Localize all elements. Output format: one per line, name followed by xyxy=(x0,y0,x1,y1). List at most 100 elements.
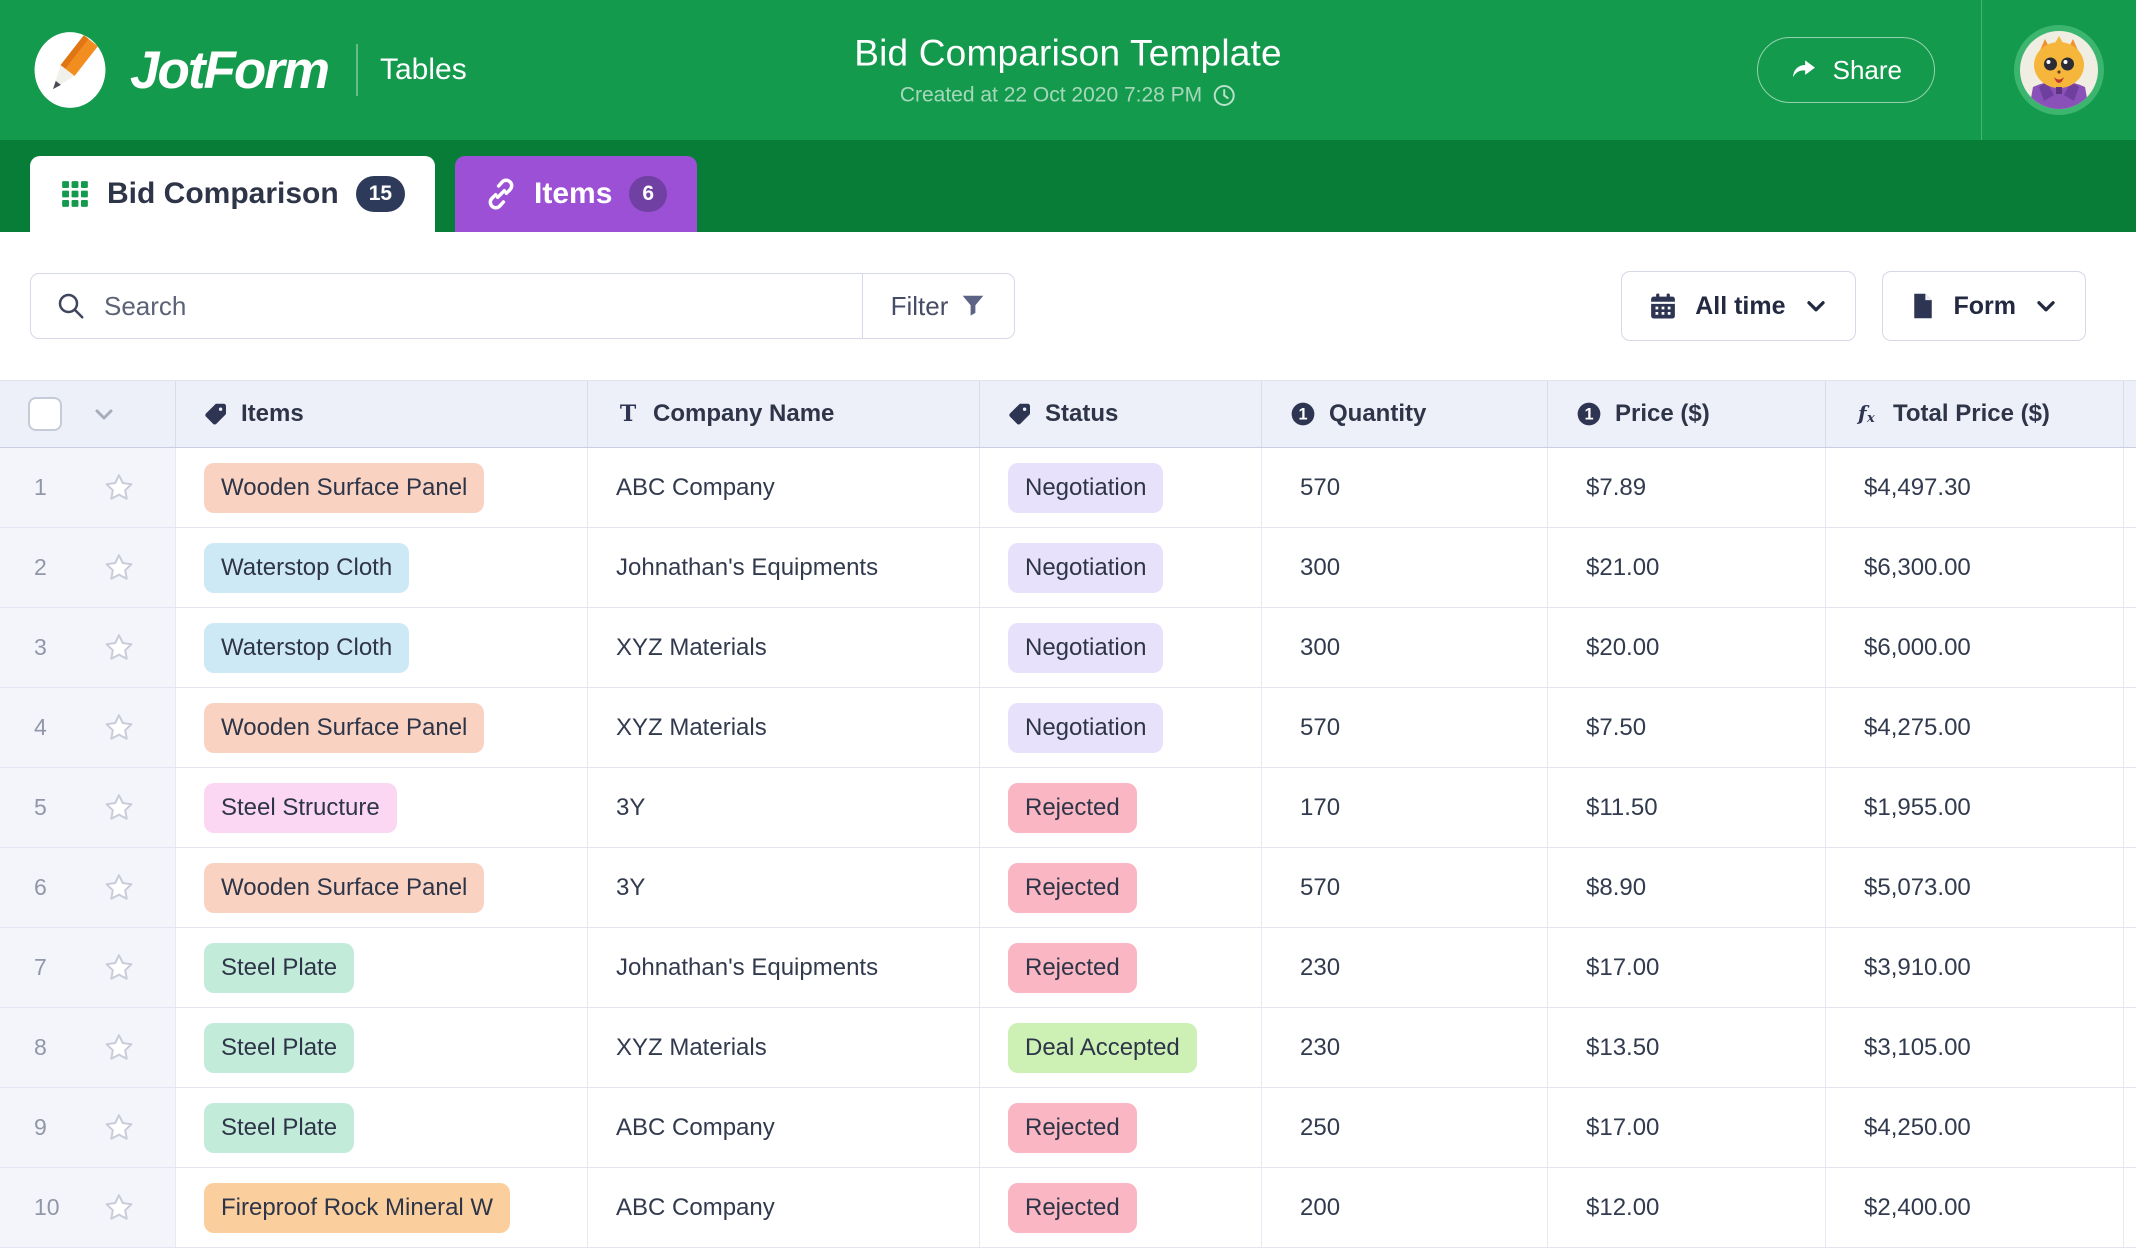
total-price-cell[interactable]: $6,000.00 xyxy=(1826,608,2124,687)
company-cell[interactable]: Johnathan's Equipments xyxy=(588,928,980,1007)
star-icon[interactable] xyxy=(102,1191,136,1225)
select-all-checkbox[interactable] xyxy=(28,397,62,431)
item-cell[interactable]: Fireproof Rock Mineral W xyxy=(176,1168,588,1247)
total-price-value: $5,073.00 xyxy=(1864,873,1971,901)
total-price-cell[interactable]: $4,275.00 xyxy=(1826,688,2124,767)
row-edge-cell xyxy=(2124,1168,2136,1247)
column-header-total-price[interactable]: f x Total Price ($) xyxy=(1826,381,2124,447)
quantity-cell[interactable]: 230 xyxy=(1262,1008,1548,1087)
brand[interactable]: JotForm Tables xyxy=(0,31,467,109)
star-icon[interactable] xyxy=(102,791,136,825)
quantity-cell[interactable]: 300 xyxy=(1262,608,1548,687)
quantity-cell[interactable]: 200 xyxy=(1262,1168,1548,1247)
company-name: 3Y xyxy=(616,793,646,821)
chevron-down-icon[interactable] xyxy=(88,398,120,430)
price-value: $11.50 xyxy=(1586,793,1658,821)
time-filter-button[interactable]: All time xyxy=(1621,271,1856,341)
star-icon[interactable] xyxy=(102,631,136,665)
company-cell[interactable]: XYZ Materials xyxy=(588,608,980,687)
chevron-down-icon xyxy=(1803,293,1829,319)
price-cell[interactable]: $11.50 xyxy=(1548,768,1826,847)
star-icon[interactable] xyxy=(102,711,136,745)
total-price-cell[interactable]: $4,250.00 xyxy=(1826,1088,2124,1167)
total-price-cell[interactable]: $5,073.00 xyxy=(1826,848,2124,927)
total-price-cell[interactable]: $3,105.00 xyxy=(1826,1008,2124,1087)
price-cell[interactable]: $7.89 xyxy=(1548,448,1826,527)
column-header-status[interactable]: Status xyxy=(980,381,1262,447)
total-price-cell[interactable]: $2,400.00 xyxy=(1826,1168,2124,1247)
star-icon[interactable] xyxy=(102,1031,136,1065)
avatar[interactable] xyxy=(2014,25,2104,115)
column-header-items[interactable]: Items xyxy=(176,381,588,447)
price-cell[interactable]: $17.00 xyxy=(1548,1088,1826,1167)
company-cell[interactable]: XYZ Materials xyxy=(588,688,980,767)
star-icon[interactable] xyxy=(102,871,136,905)
item-cell[interactable]: Steel Plate xyxy=(176,928,588,1007)
total-price-cell[interactable]: $1,955.00 xyxy=(1826,768,2124,847)
quantity-value: 230 xyxy=(1300,1033,1341,1061)
row-select-cell: 8 xyxy=(0,1008,176,1087)
status-cell[interactable]: Rejected xyxy=(980,768,1262,847)
column-header-price[interactable]: 1 Price ($) xyxy=(1548,381,1826,447)
quantity-cell[interactable]: 570 xyxy=(1262,848,1548,927)
item-cell[interactable]: Wooden Surface Panel xyxy=(176,848,588,927)
company-cell[interactable]: ABC Company xyxy=(588,448,980,527)
company-cell[interactable]: 3Y xyxy=(588,768,980,847)
total-price-cell[interactable]: $4,497.30 xyxy=(1826,448,2124,527)
filter-button[interactable]: Filter xyxy=(862,274,1014,338)
quantity-cell[interactable]: 570 xyxy=(1262,448,1548,527)
item-cell[interactable]: Steel Structure xyxy=(176,768,588,847)
price-cell[interactable]: $7.50 xyxy=(1548,688,1826,767)
quantity-cell[interactable]: 250 xyxy=(1262,1088,1548,1167)
status-pill: Deal Accepted xyxy=(1008,1022,1197,1073)
quantity-cell[interactable]: 300 xyxy=(1262,528,1548,607)
item-cell[interactable]: Steel Plate xyxy=(176,1008,588,1087)
price-cell[interactable]: $8.90 xyxy=(1548,848,1826,927)
status-cell[interactable]: Negotiation xyxy=(980,608,1262,687)
tab-bid-comparison[interactable]: Bid Comparison 15 xyxy=(30,156,436,232)
header-edge-cell xyxy=(2124,381,2136,447)
quantity-cell[interactable]: 170 xyxy=(1262,768,1548,847)
total-price-cell[interactable]: $3,910.00 xyxy=(1826,928,2124,1007)
item-cell[interactable]: Waterstop Cloth xyxy=(176,608,588,687)
price-cell[interactable]: $21.00 xyxy=(1548,528,1826,607)
price-cell[interactable]: $12.00 xyxy=(1548,1168,1826,1247)
price-cell[interactable]: $13.50 xyxy=(1548,1008,1826,1087)
tab-items[interactable]: Items 6 xyxy=(455,156,698,232)
company-cell[interactable]: Johnathan's Equipments xyxy=(588,528,980,607)
status-cell[interactable]: Rejected xyxy=(980,928,1262,1007)
total-price-cell[interactable]: $6,300.00 xyxy=(1826,528,2124,607)
star-icon[interactable] xyxy=(102,551,136,585)
item-cell[interactable]: Steel Plate xyxy=(176,1088,588,1167)
company-cell[interactable]: ABC Company xyxy=(588,1168,980,1247)
status-cell[interactable]: Deal Accepted xyxy=(980,1008,1262,1087)
price-cell[interactable]: $17.00 xyxy=(1548,928,1826,1007)
status-cell[interactable]: Negotiation xyxy=(980,528,1262,607)
column-header-quantity[interactable]: 1 Quantity xyxy=(1262,381,1548,447)
total-price-value: $1,955.00 xyxy=(1864,793,1971,821)
search-input[interactable] xyxy=(104,290,837,322)
column-header-company-name[interactable]: T Company Name xyxy=(588,381,980,447)
item-cell[interactable]: Wooden Surface Panel xyxy=(176,688,588,767)
status-cell[interactable]: Rejected xyxy=(980,1168,1262,1247)
item-cell[interactable]: Wooden Surface Panel xyxy=(176,448,588,527)
status-cell[interactable]: Negotiation xyxy=(980,688,1262,767)
quantity-cell[interactable]: 570 xyxy=(1262,688,1548,767)
star-icon[interactable] xyxy=(102,471,136,505)
price-cell[interactable]: $20.00 xyxy=(1548,608,1826,687)
company-cell[interactable]: 3Y xyxy=(588,848,980,927)
status-cell[interactable]: Rejected xyxy=(980,848,1262,927)
star-icon[interactable] xyxy=(102,951,136,985)
company-cell[interactable]: ABC Company xyxy=(588,1088,980,1167)
star-icon[interactable] xyxy=(102,1111,136,1145)
status-cell[interactable]: Rejected xyxy=(980,1088,1262,1167)
share-button[interactable]: Share xyxy=(1756,37,1935,103)
item-cell[interactable]: Waterstop Cloth xyxy=(176,528,588,607)
text-icon: T xyxy=(616,402,640,426)
price-value: $20.00 xyxy=(1586,633,1660,661)
quantity-cell[interactable]: 230 xyxy=(1262,928,1548,1007)
company-cell[interactable]: XYZ Materials xyxy=(588,1008,980,1087)
view-selector-button[interactable]: Form xyxy=(1881,271,2086,341)
product-name: Tables xyxy=(380,53,467,86)
status-cell[interactable]: Negotiation xyxy=(980,448,1262,527)
